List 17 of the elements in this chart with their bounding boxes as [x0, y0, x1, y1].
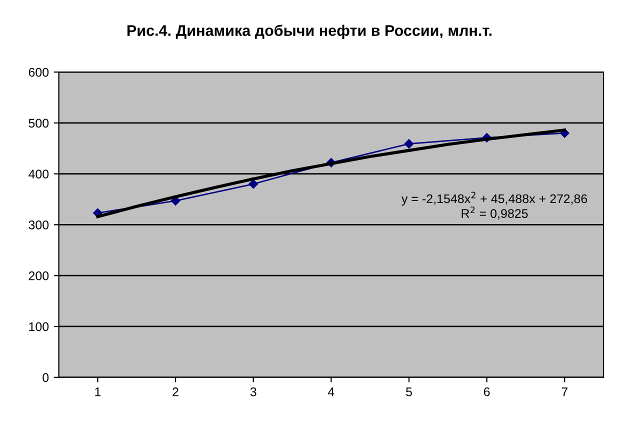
- y-tick-label: 500: [28, 118, 49, 128]
- x-tick-label: 3: [250, 387, 256, 396]
- chart-title: Рис.4. Динамика добычи нефти в России, млн.т.: [127, 24, 492, 39]
- x-tick-label: 2: [172, 387, 178, 396]
- x-tick-label: 6: [484, 387, 490, 396]
- x-tick-label: 7: [562, 388, 568, 396]
- y-tick-label: 100: [29, 322, 49, 332]
- y-tick-label: 300: [28, 220, 49, 230]
- y-tick-label: 600: [28, 68, 49, 77]
- y-tick-label: 200: [28, 271, 49, 280]
- y-tick-label: 0: [42, 373, 49, 382]
- x-tick-label: 1: [95, 388, 101, 396]
- annotation: y = -2,1548x$^{2}$ + 45,488x + 272,86: [401, 192, 588, 206]
- x-tick-label: 4: [328, 388, 334, 396]
- x-tick-label: 5: [406, 388, 412, 396]
- y-tick-label: 400: [28, 170, 49, 178]
- annotation: R$^{2}$ = 0,9825: [462, 206, 528, 220]
